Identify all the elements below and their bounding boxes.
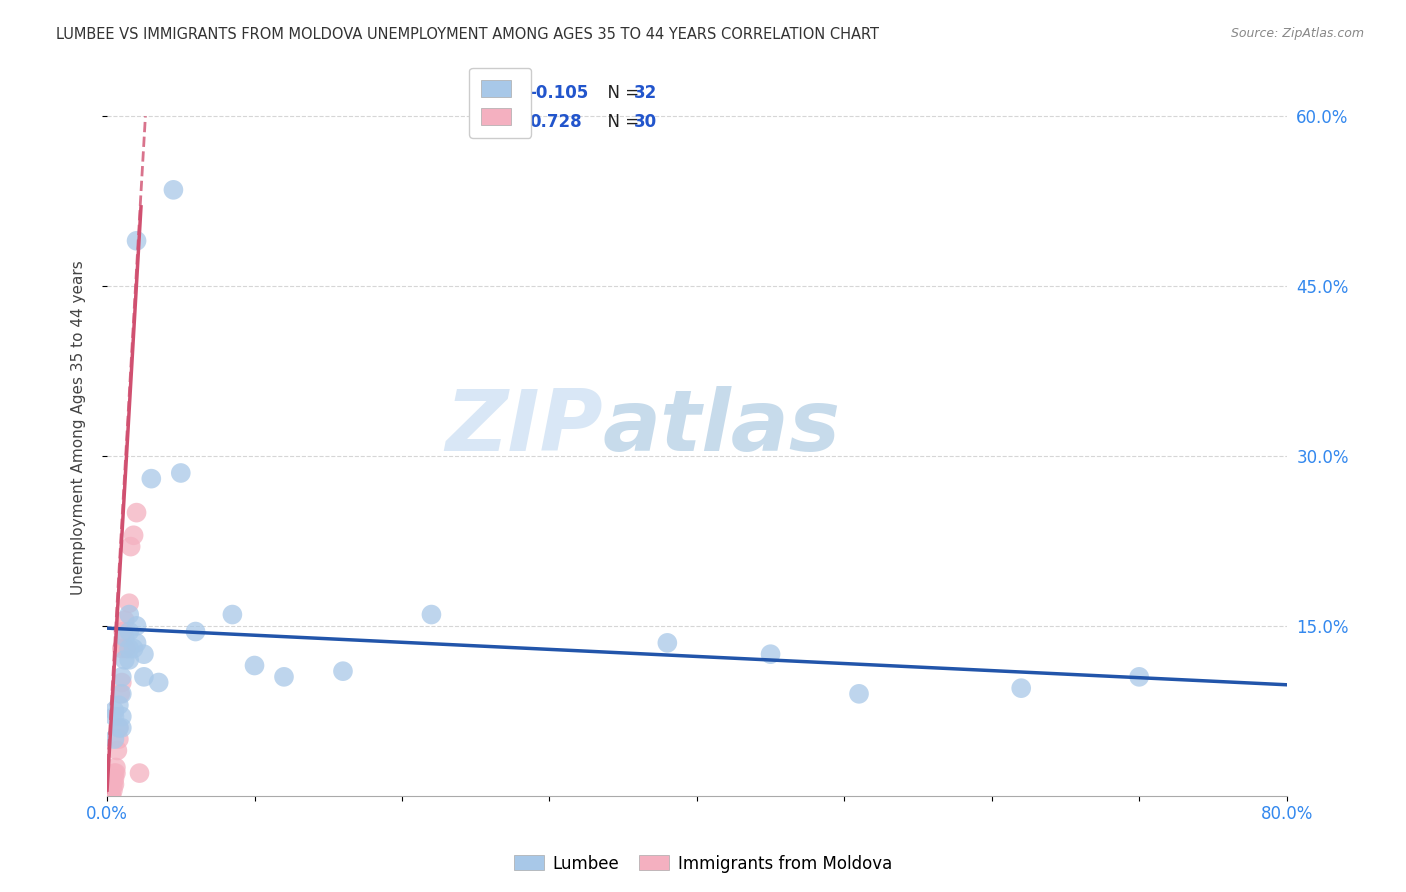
Text: Source: ZipAtlas.com: Source: ZipAtlas.com bbox=[1230, 27, 1364, 40]
Text: R =: R = bbox=[499, 113, 540, 131]
Point bbox=[112, 624, 135, 639]
Point bbox=[273, 670, 295, 684]
Point bbox=[103, 777, 125, 791]
Y-axis label: Unemployment Among Ages 35 to 44 years: Unemployment Among Ages 35 to 44 years bbox=[72, 260, 86, 595]
Point bbox=[96, 789, 118, 803]
Text: LUMBEE VS IMMIGRANTS FROM MOLDOVA UNEMPLOYMENT AMONG AGES 35 TO 44 YEARS CORRELA: LUMBEE VS IMMIGRANTS FROM MOLDOVA UNEMPL… bbox=[56, 27, 879, 42]
Point bbox=[125, 234, 148, 248]
Point bbox=[103, 772, 125, 786]
Point bbox=[118, 596, 141, 610]
Point bbox=[118, 624, 141, 639]
Point bbox=[111, 641, 134, 656]
Point bbox=[759, 647, 782, 661]
Point bbox=[120, 540, 142, 554]
Text: N =: N = bbox=[596, 84, 644, 102]
Point bbox=[111, 670, 134, 684]
Point bbox=[332, 664, 354, 678]
Point bbox=[108, 721, 131, 735]
Point bbox=[170, 466, 193, 480]
Point bbox=[96, 789, 118, 803]
Point bbox=[420, 607, 443, 622]
Text: -0.105: -0.105 bbox=[529, 84, 589, 102]
Point bbox=[122, 641, 145, 656]
Point bbox=[1128, 670, 1150, 684]
Point bbox=[132, 647, 155, 661]
Point bbox=[115, 641, 138, 656]
Point bbox=[105, 743, 128, 757]
Point bbox=[103, 766, 125, 780]
Point bbox=[118, 641, 141, 656]
Point bbox=[98, 789, 121, 803]
Point bbox=[108, 732, 131, 747]
Point bbox=[114, 630, 136, 644]
Point bbox=[114, 653, 136, 667]
Point bbox=[101, 783, 124, 797]
Point bbox=[101, 777, 124, 791]
Point bbox=[100, 789, 122, 803]
Text: 0.728: 0.728 bbox=[529, 113, 582, 131]
Point bbox=[103, 704, 125, 718]
Point bbox=[110, 687, 132, 701]
Point bbox=[103, 732, 125, 747]
Point bbox=[118, 607, 141, 622]
Point bbox=[243, 658, 266, 673]
Point bbox=[148, 675, 170, 690]
Point bbox=[122, 528, 145, 542]
Point bbox=[98, 789, 121, 803]
Point bbox=[132, 670, 155, 684]
Point bbox=[100, 789, 122, 803]
Point bbox=[96, 789, 118, 803]
Point bbox=[125, 636, 148, 650]
Point bbox=[848, 687, 870, 701]
Point bbox=[128, 766, 150, 780]
Point bbox=[221, 607, 243, 622]
Text: atlas: atlas bbox=[603, 386, 841, 469]
Text: 30: 30 bbox=[634, 113, 658, 131]
Point bbox=[657, 636, 679, 650]
Text: 32: 32 bbox=[634, 84, 658, 102]
Point bbox=[111, 687, 134, 701]
Point bbox=[114, 613, 136, 627]
Point bbox=[141, 472, 163, 486]
Point bbox=[104, 760, 127, 774]
Point bbox=[125, 506, 148, 520]
Point bbox=[125, 619, 148, 633]
Point bbox=[104, 766, 127, 780]
Text: N =: N = bbox=[596, 113, 644, 131]
Point bbox=[96, 789, 118, 803]
Text: R =: R = bbox=[499, 84, 534, 102]
Point bbox=[108, 721, 131, 735]
Point bbox=[184, 624, 207, 639]
Point bbox=[111, 709, 134, 723]
Point bbox=[111, 721, 134, 735]
Point bbox=[162, 183, 184, 197]
Legend: Lumbee, Immigrants from Moldova: Lumbee, Immigrants from Moldova bbox=[508, 848, 898, 880]
Point bbox=[96, 789, 118, 803]
Point bbox=[118, 653, 141, 667]
Text: ZIP: ZIP bbox=[444, 386, 603, 469]
Point bbox=[108, 698, 131, 713]
Legend: , : , bbox=[470, 68, 531, 137]
Point bbox=[1010, 681, 1032, 695]
Point bbox=[111, 675, 134, 690]
Point bbox=[103, 709, 125, 723]
